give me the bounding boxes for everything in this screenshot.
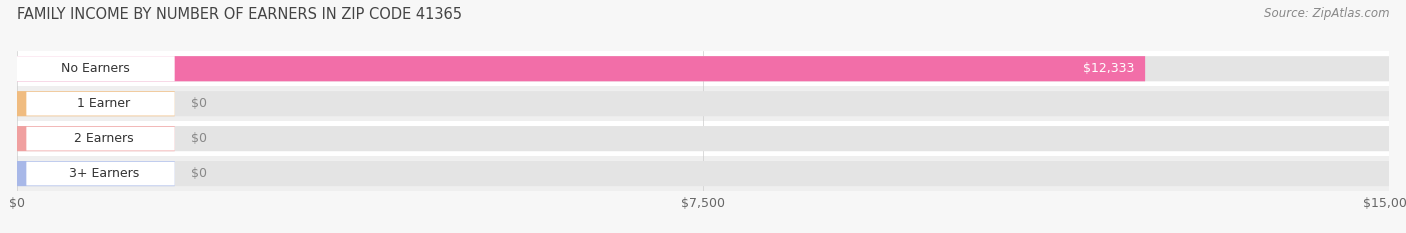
FancyBboxPatch shape — [27, 162, 174, 185]
Text: 2 Earners: 2 Earners — [75, 132, 134, 145]
Text: FAMILY INCOME BY NUMBER OF EARNERS IN ZIP CODE 41365: FAMILY INCOME BY NUMBER OF EARNERS IN ZI… — [17, 7, 463, 22]
FancyBboxPatch shape — [17, 56, 174, 81]
Bar — [17, 156, 1389, 191]
FancyBboxPatch shape — [17, 161, 1389, 186]
FancyBboxPatch shape — [17, 126, 1389, 151]
FancyBboxPatch shape — [17, 161, 174, 186]
FancyBboxPatch shape — [17, 56, 1144, 81]
Text: $12,333: $12,333 — [1083, 62, 1135, 75]
Text: $0: $0 — [191, 167, 207, 180]
FancyBboxPatch shape — [27, 127, 174, 151]
Text: Source: ZipAtlas.com: Source: ZipAtlas.com — [1264, 7, 1389, 20]
FancyBboxPatch shape — [17, 56, 1389, 81]
Text: No Earners: No Earners — [62, 62, 131, 75]
FancyBboxPatch shape — [27, 92, 174, 116]
FancyBboxPatch shape — [17, 91, 1389, 116]
Text: $0: $0 — [191, 97, 207, 110]
Bar — [17, 86, 1389, 121]
FancyBboxPatch shape — [17, 126, 174, 151]
Text: $0: $0 — [191, 132, 207, 145]
Bar — [17, 121, 1389, 156]
Text: 3+ Earners: 3+ Earners — [69, 167, 139, 180]
Bar — [17, 51, 1389, 86]
FancyBboxPatch shape — [17, 91, 174, 116]
Text: 1 Earner: 1 Earner — [77, 97, 131, 110]
